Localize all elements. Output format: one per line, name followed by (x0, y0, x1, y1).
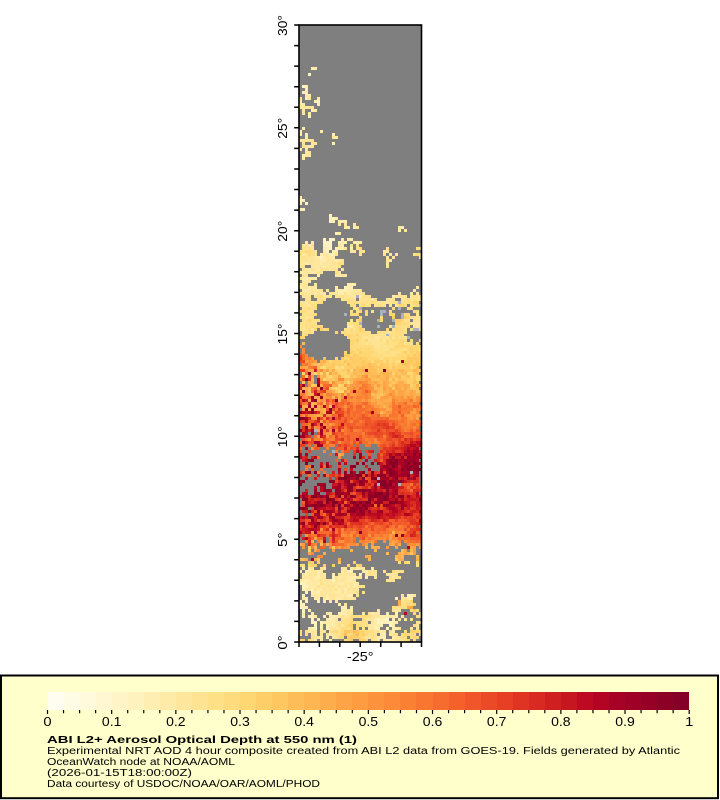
svg-text:10°: 10° (275, 426, 290, 447)
svg-text:0.1: 0.1 (102, 714, 122, 729)
svg-text:-25°: -25° (347, 649, 374, 664)
svg-text:30°: 30° (275, 15, 290, 36)
svg-text:0.9: 0.9 (615, 714, 635, 729)
svg-text:0.2: 0.2 (166, 714, 186, 729)
svg-text:0: 0 (43, 714, 51, 729)
svg-text:Data courtesy of USDOC/NOAA/OA: Data courtesy of USDOC/NOAA/OAR/AOML/PHO… (47, 779, 320, 790)
svg-text:0.5: 0.5 (359, 714, 379, 729)
svg-text:0.7: 0.7 (487, 714, 507, 729)
svg-text:Experimental NRT AOD 4 hour co: Experimental NRT AOD 4 hour composite cr… (47, 746, 680, 757)
svg-text:0.8: 0.8 (551, 714, 571, 729)
svg-text:(2026-01-15T18:00:00Z): (2026-01-15T18:00:00Z) (47, 768, 192, 779)
svg-text:OceanWatch node at NOAA/AOML: OceanWatch node at NOAA/AOML (47, 757, 236, 768)
svg-text:15°: 15° (275, 324, 290, 345)
svg-text:0.3: 0.3 (230, 714, 250, 729)
svg-text:1: 1 (685, 714, 693, 729)
svg-text:25°: 25° (275, 118, 290, 139)
svg-text:0.6: 0.6 (423, 714, 443, 729)
svg-text:5°: 5° (275, 532, 290, 547)
svg-text:20°: 20° (275, 221, 290, 242)
svg-text:0.4: 0.4 (294, 714, 314, 729)
svg-text:0°: 0° (275, 635, 290, 650)
svg-text:ABI L2+ Aerosol Optical Depth: ABI L2+ Aerosol Optical Depth at 550 nm … (47, 735, 357, 746)
